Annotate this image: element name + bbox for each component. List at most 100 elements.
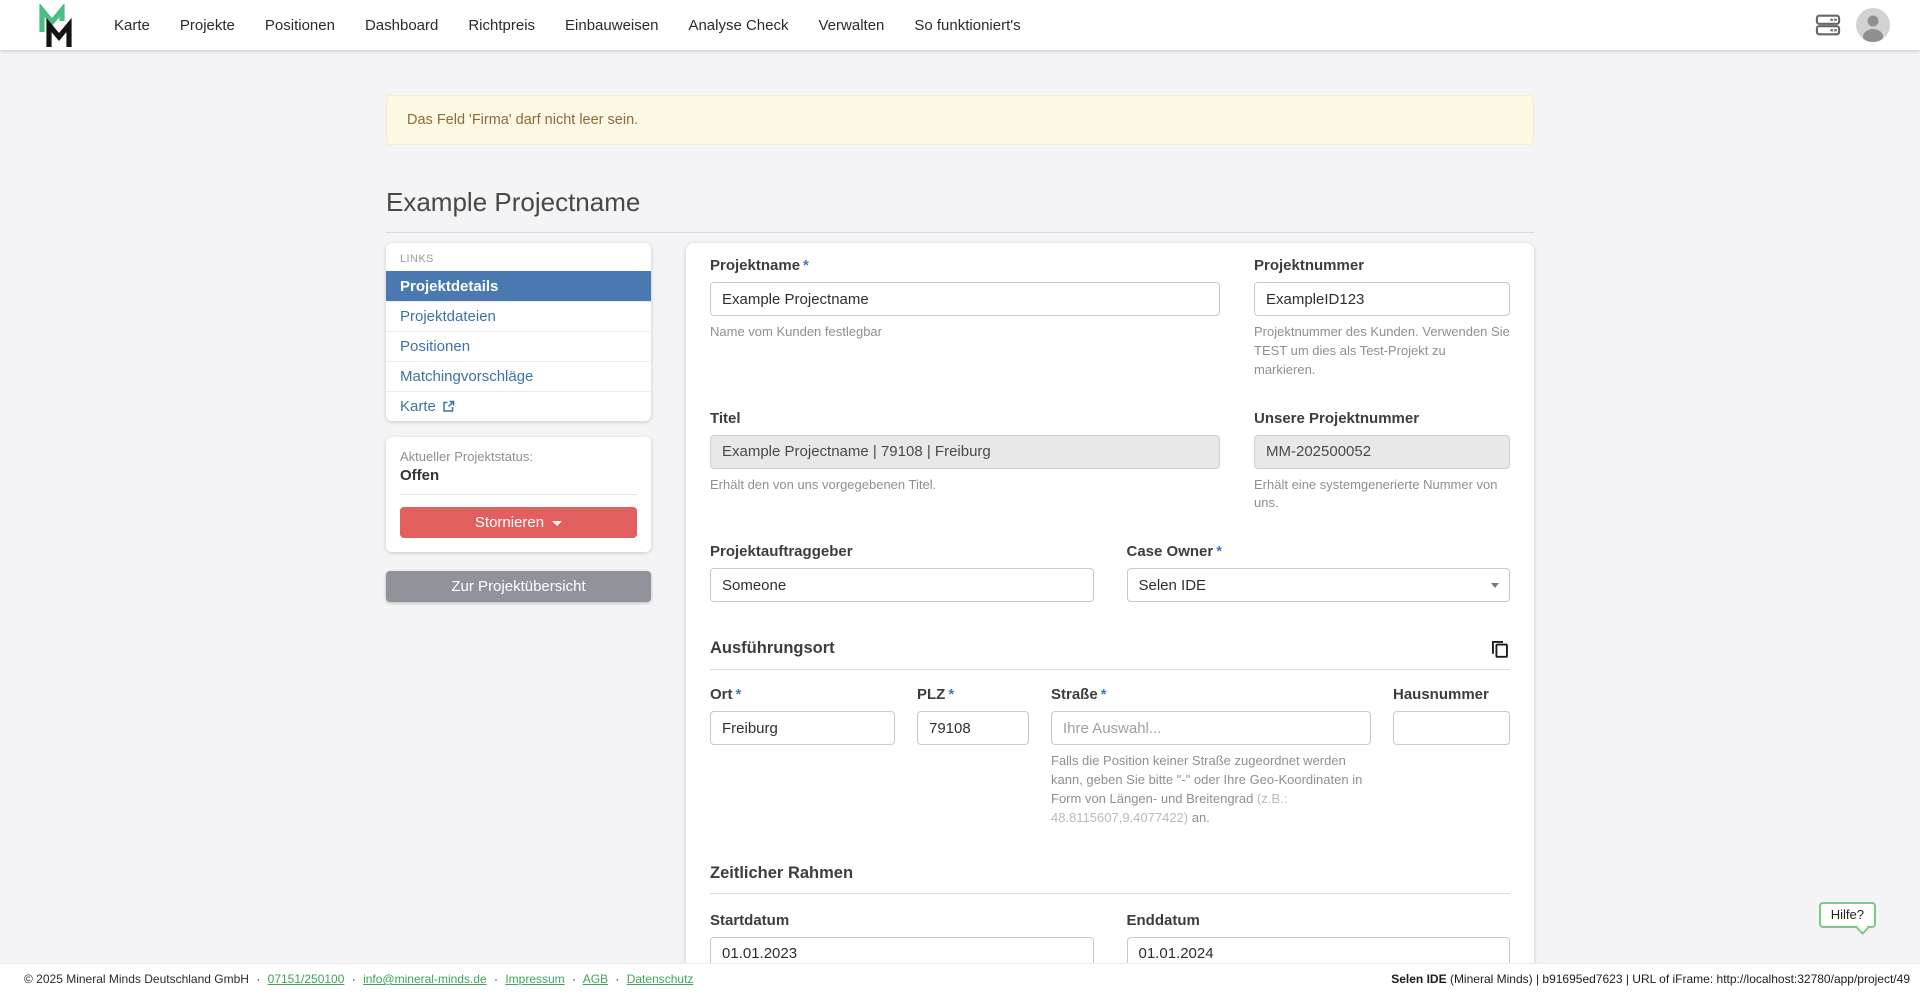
case-owner-select[interactable]: Selen IDE: [1126, 568, 1510, 603]
required-asterisk: *: [735, 686, 742, 704]
nav-item-positionen[interactable]: Positionen: [264, 16, 335, 34]
startdatum-label: Startdatum: [710, 911, 790, 929]
nav-item-einbauweisen[interactable]: Einbauweisen: [565, 16, 659, 34]
copy-address-button[interactable]: [1489, 638, 1510, 659]
required-asterisk: *: [803, 257, 809, 274]
sidebar-item-projektdetails[interactable]: Projektdetails: [386, 271, 651, 301]
footer: © 2025 Mineral Minds Deutschland GmbH · …: [0, 963, 1920, 994]
field-titel: Titel Erhält den von uns vorgegebenen Ti…: [710, 410, 1220, 514]
page-container: Das Feld 'Firma' darf nicht leer sein. E…: [386, 95, 1534, 994]
alert-message: Das Feld 'Firma' darf nicht leer sein.: [407, 112, 639, 128]
zeitlicher-rahmen-heading: Zeitlicher Rahmen: [710, 863, 854, 882]
required-asterisk: *: [1216, 543, 1223, 561]
logo-icon: [39, 2, 72, 47]
sidebar-item-label: Projektdetails: [400, 278, 499, 295]
ort-input[interactable]: [710, 711, 895, 746]
strasse-input[interactable]: [1051, 711, 1371, 746]
sidebar-item-label: Positionen: [400, 338, 471, 355]
footer-left: © 2025 Mineral Minds Deutschland GmbH · …: [24, 972, 694, 986]
projektauftraggeber-input[interactable]: [710, 568, 1094, 603]
sidebar-item-label: Projektdateien: [400, 308, 496, 325]
sidebar-item-positionen[interactable]: Positionen: [386, 331, 651, 361]
hausnummer-label: Hausnummer: [1393, 686, 1489, 704]
field-enddatum: Enddatum: [1126, 912, 1510, 971]
zur-projektuebersicht-button[interactable]: Zur Projektübersicht: [386, 571, 651, 602]
sidebar-item-label: Matchingvorschläge: [400, 368, 534, 385]
unsere-projektnummer-helper: Erhält eine systemgenerierte Nummer von …: [1254, 476, 1498, 511]
nav-links: Karte Projekte Positionen Dashboard Rich…: [114, 17, 1021, 34]
footer-user: Selen IDE: [1391, 972, 1447, 986]
footer-link-phone[interactable]: 07151/250100: [267, 972, 345, 986]
sidebar: LINKS Projektdetails Projektdateien Posi…: [386, 243, 651, 602]
unsere-projektnummer-input: [1254, 434, 1510, 469]
projektnummer-label: Projektnummer: [1254, 257, 1365, 274]
footer-meta: (Mineral Minds) | b91695ed7623 | URL of …: [1446, 972, 1910, 986]
field-projektname: Projektname* Name vom Kunden festlegbar: [710, 257, 1220, 380]
status-value: Offen: [400, 467, 440, 484]
footer-copyright: © 2025 Mineral Minds Deutschland GmbH: [24, 972, 249, 986]
footer-link-datenschutz[interactable]: Datenschutz: [626, 972, 694, 986]
external-link-icon: [442, 400, 455, 413]
titel-helper: Erhält den von uns vorgegebenen Titel.: [710, 476, 937, 492]
footer-link-impressum[interactable]: Impressum: [505, 972, 565, 986]
mineral-minds-logo[interactable]: [38, 2, 76, 48]
field-plz: PLZ *: [917, 686, 1029, 827]
field-projektauftraggeber: Projektauftraggeber: [710, 543, 1094, 603]
links-card: LINKS Projektdetails Projektdateien Posi…: [386, 243, 651, 421]
strasse-helper: Falls die Position keiner Straße zugeord…: [1051, 753, 1363, 825]
projektnummer-helper: Projektnummer des Kunden. Verwenden Sie …: [1254, 324, 1510, 377]
field-case-owner: Case Owner * Selen IDE: [1126, 543, 1510, 603]
project-form-card: Projektname* Name vom Kunden festlegbar …: [686, 243, 1534, 994]
nav-item-karte[interactable]: Karte: [114, 16, 150, 34]
footer-session-info: Selen IDE (Mineral Minds) | b91695ed7623…: [1391, 972, 1910, 986]
field-ort: Ort *: [710, 686, 895, 827]
person-icon: [1863, 15, 1883, 42]
field-strasse: Straße* Falls die Position keiner Straße…: [1051, 686, 1371, 827]
titel-input: [710, 434, 1220, 469]
validation-alert: Das Feld 'Firma' darf nicht leer sein.: [386, 95, 1534, 145]
nav-item-verwalten[interactable]: Verwalten: [818, 16, 885, 34]
status-label: Aktueller Projektstatus:: [400, 449, 533, 464]
status-divider: [400, 494, 637, 495]
chevron-down-icon: [1491, 583, 1499, 589]
nav-item-dashboard[interactable]: Dashboard: [364, 16, 439, 34]
projektname-label: Projektname *: [710, 257, 809, 274]
nav-item-so-funktionierts[interactable]: So funktioniert's: [914, 16, 1021, 34]
server-stack-button[interactable]: [1814, 11, 1842, 39]
sidebar-item-matchingvorschlaege[interactable]: Matchingvorschläge: [386, 361, 651, 391]
plz-label: PLZ *: [917, 686, 955, 704]
strasse-label: Straße *: [1051, 686, 1107, 704]
projektname-input[interactable]: [710, 282, 1220, 316]
user-avatar[interactable]: [1856, 8, 1890, 42]
help-button[interactable]: Hilfe?: [1818, 902, 1876, 935]
stornieren-button[interactable]: Stornieren: [400, 507, 637, 538]
zeitlicher-rahmen-section-header: Zeitlicher Rahmen: [710, 864, 1510, 894]
hausnummer-input[interactable]: [1393, 711, 1510, 746]
ausfuehrungsort-heading: Ausführungsort: [710, 639, 835, 658]
titel-label: Titel: [710, 409, 741, 427]
sidebar-item-projektdateien[interactable]: Projektdateien: [386, 301, 651, 331]
nav-item-analyse-check[interactable]: Analyse Check: [688, 16, 789, 34]
plz-input[interactable]: [917, 711, 1029, 746]
ort-label: Ort *: [710, 686, 742, 704]
nav-item-projekte[interactable]: Projekte: [179, 16, 235, 34]
sidebar-item-karte[interactable]: Karte: [386, 391, 651, 421]
nav-item-richtpreis[interactable]: Richtpreis: [468, 16, 536, 34]
status-card: Aktueller Projektstatus: Offen Storniere…: [386, 437, 651, 552]
required-asterisk: *: [1100, 686, 1107, 704]
footer-link-agb[interactable]: AGB: [582, 972, 609, 986]
chevron-down-icon: [552, 521, 563, 526]
case-owner-selected-value: Selen IDE: [1138, 576, 1207, 594]
case-owner-label: Case Owner *: [1126, 543, 1223, 561]
stornieren-button-label: Stornieren: [474, 514, 545, 531]
projektnummer-input[interactable]: [1254, 282, 1510, 316]
page-title: Example Projectname: [386, 187, 1534, 233]
required-asterisk: *: [948, 686, 955, 704]
help-button-label: Hilfe?: [1830, 907, 1864, 922]
field-startdatum: Startdatum: [710, 912, 1094, 971]
field-unsere-projektnummer: Unsere Projektnummer Erhält eine systemg…: [1254, 410, 1510, 514]
field-projektnummer: Projektnummer Projektnummer des Kunden. …: [1254, 257, 1510, 380]
unsere-projektnummer-label: Unsere Projektnummer: [1254, 409, 1420, 427]
footer-link-email[interactable]: info@mineral-minds.de: [363, 972, 487, 986]
ausfuehrungsort-section-header: Ausführungsort: [710, 638, 1510, 671]
